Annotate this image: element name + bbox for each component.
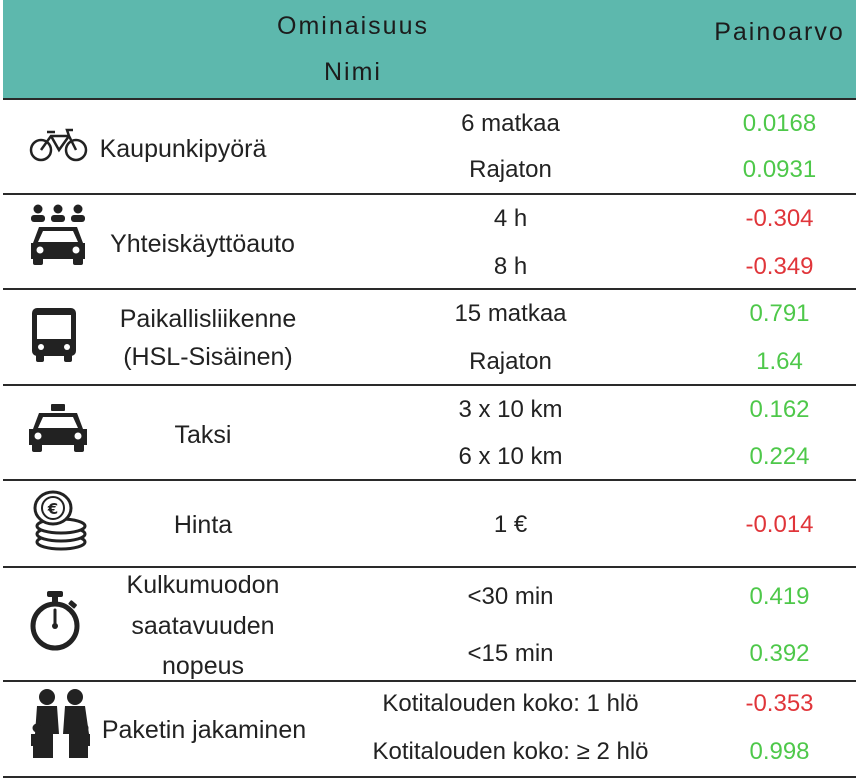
carsharing-icon	[31, 204, 85, 265]
attribute-name: nopeus	[161, 652, 245, 680]
level-label: 1 €	[493, 511, 528, 538]
attribute-name: Yhteiskäyttöauto	[110, 230, 295, 258]
level-label: 15 matkaa	[454, 300, 567, 327]
weight-value: -0.304	[745, 205, 814, 232]
attribute-name: Kaupunkipyörä	[99, 135, 267, 163]
level-label: 6 matkaa	[461, 110, 560, 137]
level-label: Kotitalouden koko: ≥ 2 hlö	[372, 738, 649, 765]
attribute-name: Paikallisliikenne	[119, 305, 297, 333]
row-divider	[3, 566, 856, 568]
level-label: <30 min	[467, 583, 554, 610]
weight-value: 0.791	[749, 300, 810, 327]
weight-value: 0.392	[749, 640, 810, 667]
weight-value: 0.224	[749, 443, 810, 470]
weight-value: 1.64	[756, 348, 803, 375]
bus-icon	[32, 308, 76, 362]
level-label: 4 h	[493, 205, 528, 232]
header-weight-label: Painoarvo	[714, 18, 845, 46]
attribute-name: saatavuuden	[131, 612, 275, 640]
stopwatch-icon	[30, 591, 80, 651]
weight-value: -0.014	[745, 511, 814, 538]
level-label: <15 min	[467, 640, 554, 667]
header-attribute-label: Ominaisuus	[277, 12, 429, 40]
weight-value: 0.0168	[742, 110, 817, 137]
level-label: Kotitalouden koko: 1 hlö	[382, 690, 639, 717]
svg-text:€: €	[47, 500, 58, 518]
attribute-name: Taksi	[174, 421, 232, 449]
weight-value: 0.162	[749, 396, 810, 423]
weight-value: -0.353	[745, 690, 814, 717]
level-label: 8 h	[493, 253, 528, 280]
attribute-name: Kulkumuodon	[126, 571, 280, 599]
row-divider	[3, 479, 856, 481]
weight-value: -0.349	[745, 253, 814, 280]
header-name-label: Nimi	[324, 58, 382, 86]
row-divider	[3, 288, 856, 290]
level-label: Rajaton	[469, 156, 552, 183]
attribute-name: Paketin jakaminen	[101, 716, 307, 744]
weight-value: 0.0931	[742, 156, 817, 183]
row-divider	[3, 680, 856, 682]
row-divider	[3, 776, 856, 778]
coins-icon: €	[33, 490, 87, 551]
weight-value: 0.419	[749, 583, 810, 610]
weight-value: 0.998	[749, 738, 810, 765]
row-divider	[3, 98, 856, 100]
level-label: Rajaton	[469, 348, 552, 375]
level-label: 3 x 10 km	[458, 396, 563, 423]
attribute-name: (HSL-Sisäinen)	[123, 343, 293, 371]
family-icon	[31, 689, 90, 758]
table-header: Ominaisuus Nimi Painoarvo	[3, 0, 856, 98]
row-divider	[3, 384, 856, 386]
row-divider	[3, 193, 856, 195]
level-label: 6 x 10 km	[458, 443, 563, 470]
bicycle-icon	[29, 128, 88, 162]
attribute-name: Hinta	[173, 511, 233, 539]
taxi-icon	[29, 404, 87, 452]
